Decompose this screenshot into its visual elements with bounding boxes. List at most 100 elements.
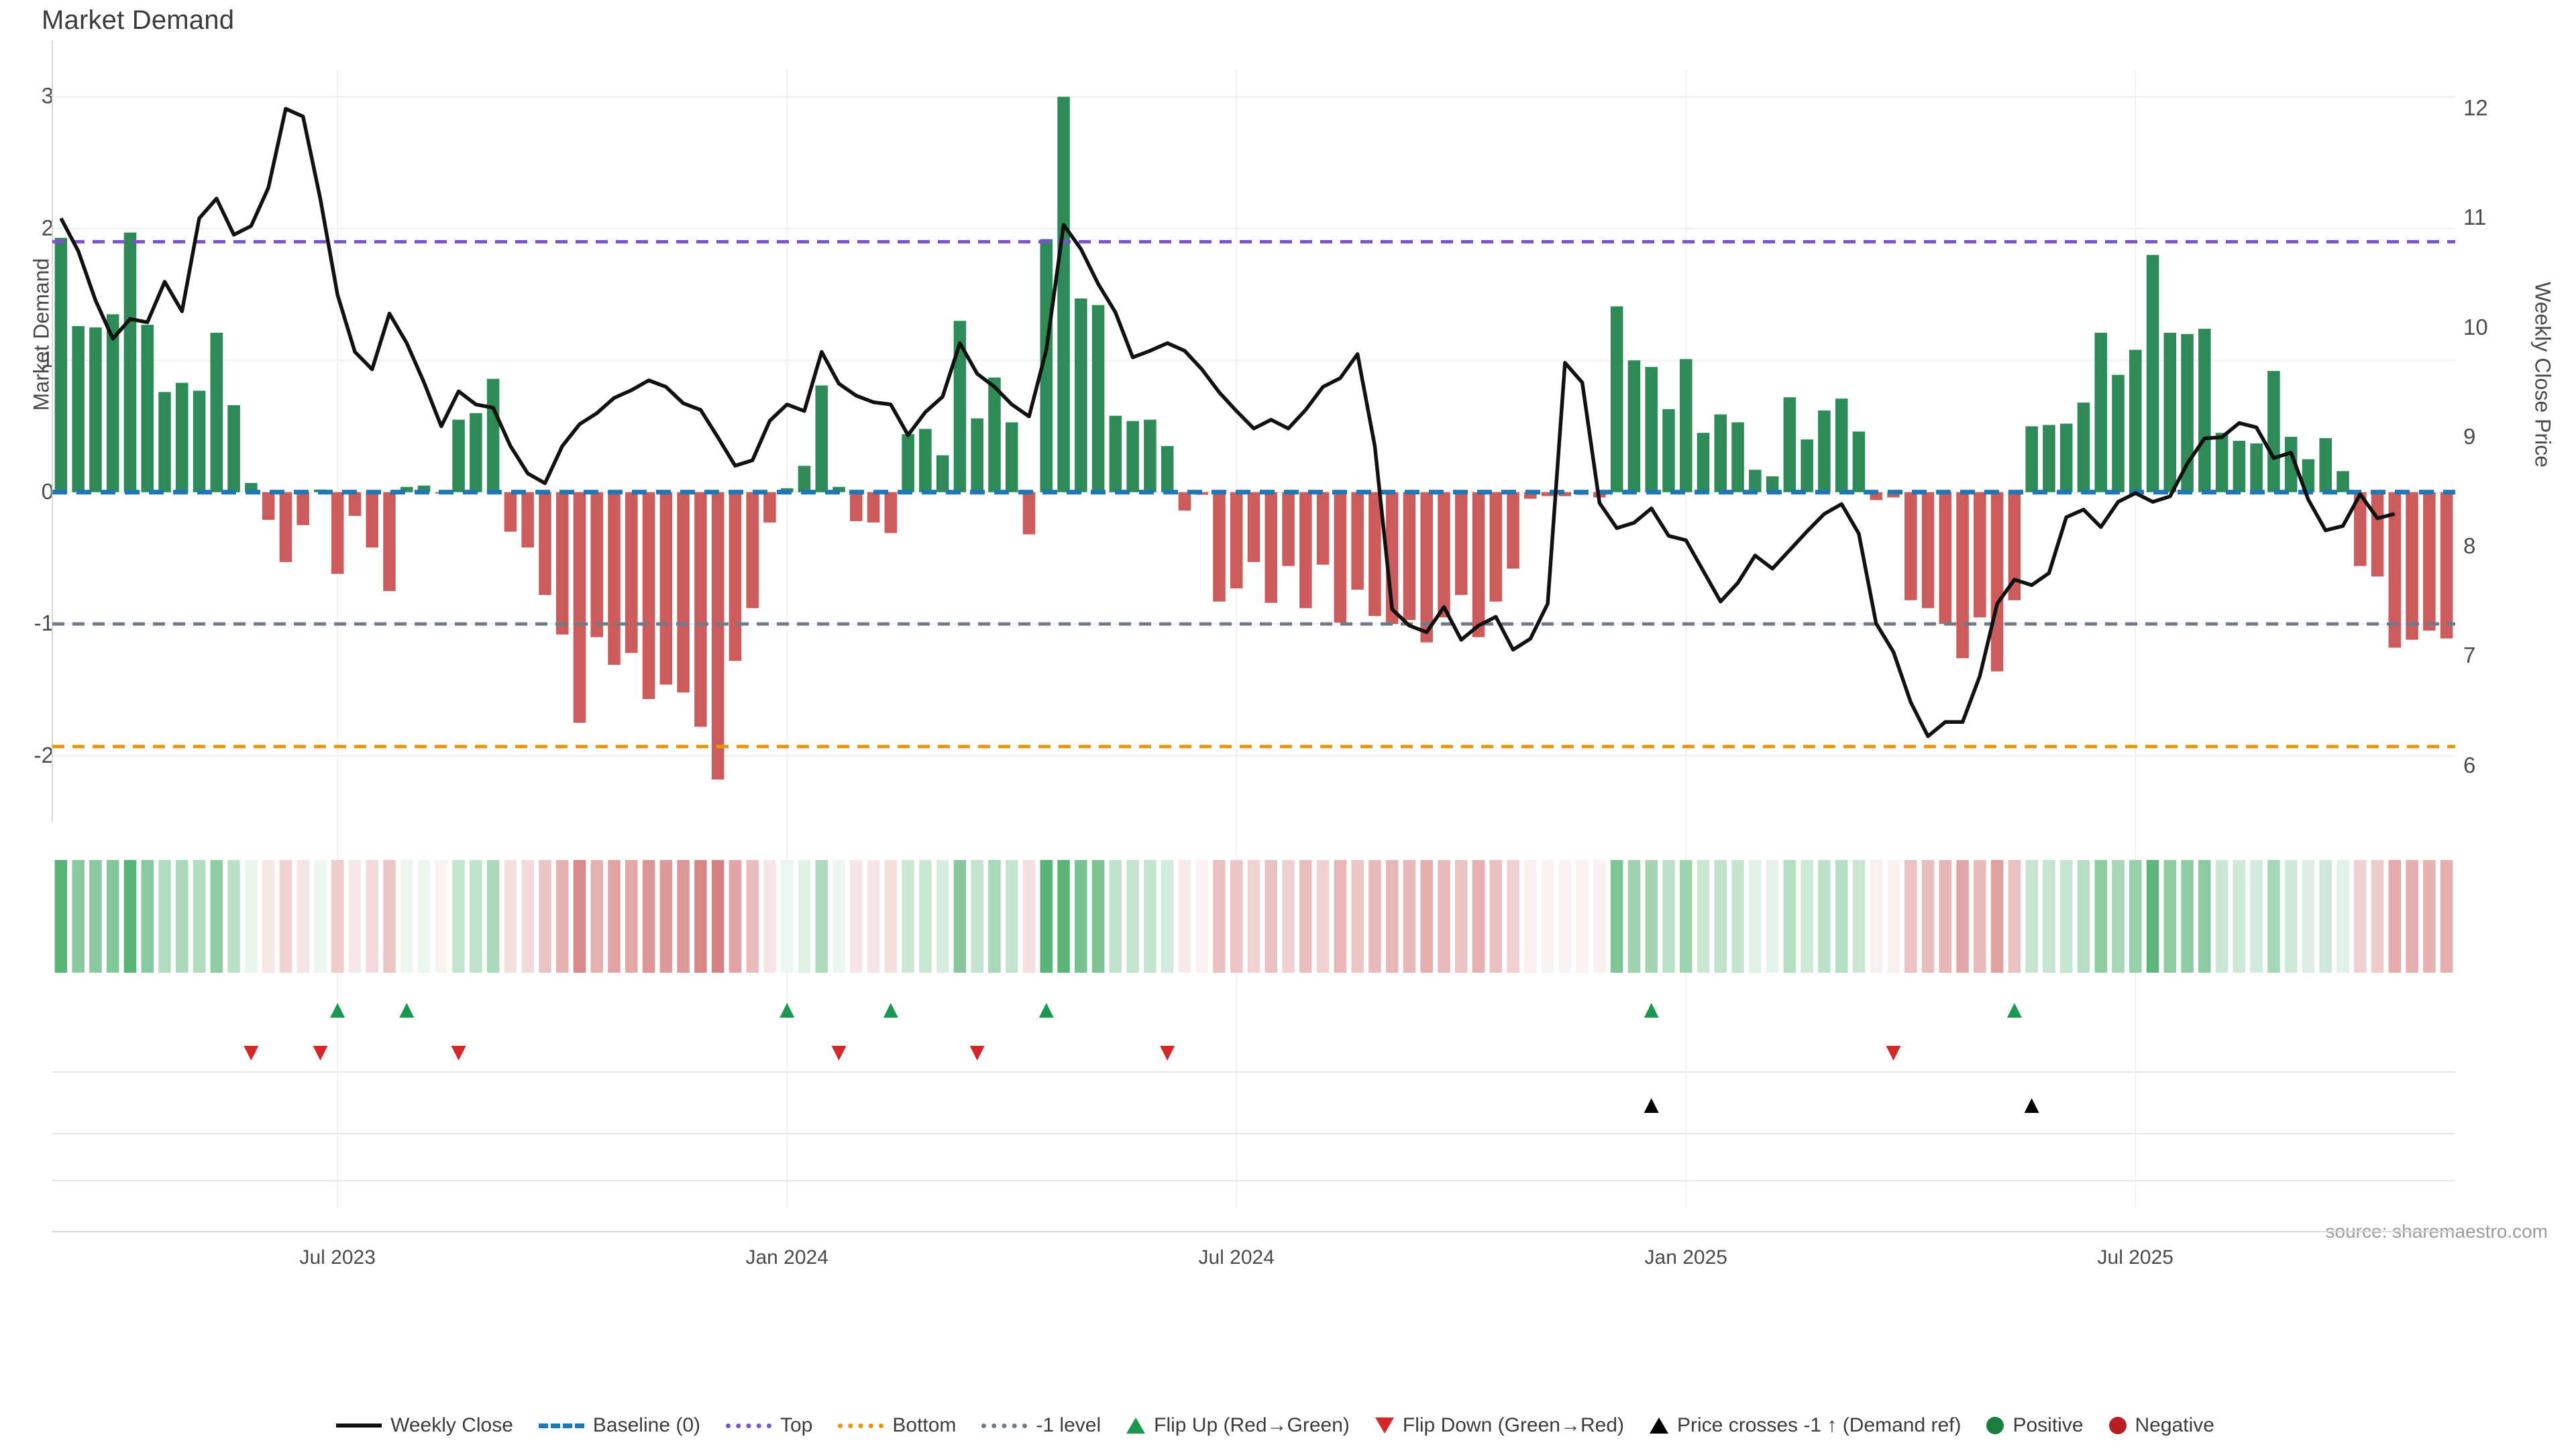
heatmap-cell (780, 860, 794, 973)
demand-bar (123, 232, 137, 492)
legend-item[interactable]: Bottom (838, 1414, 956, 1437)
demand-bar (1161, 445, 1174, 492)
heatmap-cell (2406, 860, 2418, 973)
heatmap-cell (2008, 860, 2021, 973)
heatmap-cell (279, 860, 292, 973)
heatmap-cell (504, 860, 517, 973)
demand-bar (2406, 492, 2418, 640)
legend-item[interactable]: Weekly Close (336, 1414, 513, 1437)
circle-green-icon (1986, 1417, 2004, 1434)
demand-bar (297, 492, 309, 525)
heatmap-cell (1679, 860, 1693, 973)
demand-bar (1956, 492, 1969, 659)
legend-item-label: Weekly Close (390, 1414, 513, 1436)
heatmap-cell (2077, 860, 2090, 973)
legend-item[interactable]: Negative (2108, 1414, 2214, 1437)
heatmap-cell (1282, 860, 1295, 973)
heatmap-cell (1697, 860, 1710, 973)
heatmap-cell (72, 860, 85, 973)
heatmap-cell (2112, 860, 2125, 973)
heatmap-cell (711, 860, 724, 973)
flip-up-marker (780, 1003, 795, 1018)
triangle-up-green-icon (1126, 1417, 1146, 1434)
demand-bar (1454, 492, 1468, 595)
heatmap-cell (590, 860, 604, 973)
heatmap-cell (1489, 860, 1503, 973)
legend-item-label: Baseline (0) (592, 1414, 700, 1436)
demand-bar (1420, 492, 1433, 643)
heatmap-cell (659, 860, 673, 973)
demand-bar (1126, 421, 1139, 492)
heatmap-cell (245, 860, 258, 973)
demand-bar (1109, 415, 1122, 492)
heatmap-cell (971, 860, 983, 973)
heatmap-cell (1507, 860, 1519, 973)
heatmap-cell (833, 860, 845, 973)
heatmap-cell (54, 860, 68, 973)
demand-bar (2025, 426, 2038, 492)
heatmap-cell (608, 860, 621, 973)
y-axis-left-tick: -1 (34, 610, 54, 636)
price-cross-marker (2024, 1098, 2039, 1113)
weekly-close-line (59, 107, 2396, 739)
demand-bar (2371, 492, 2384, 577)
heatmap-cell (1990, 860, 2004, 973)
demand-bar (279, 492, 292, 562)
demand-bar (642, 492, 655, 700)
demand-bar (659, 492, 673, 685)
demand-bar (677, 492, 690, 693)
legend-item[interactable]: Flip Up (Red→Green) (1126, 1414, 1350, 1437)
heatmap-cell (1126, 860, 1139, 973)
heatmap-cell (988, 860, 1001, 973)
legend-item[interactable]: Price crosses -1 ↑ (Demand ref) (1650, 1414, 1961, 1437)
flip-down-marker (831, 1046, 847, 1061)
demand-bar (227, 405, 240, 492)
heatmap-cell (1627, 860, 1641, 973)
y-axis-right-tick: 12 (2463, 95, 2488, 121)
demand-bar (2233, 441, 2246, 492)
demand-bar (2043, 425, 2055, 492)
demand-bar (1541, 492, 1554, 496)
heatmap-cell (1195, 860, 1208, 973)
legend-item[interactable]: -1 level (981, 1414, 1101, 1437)
heatmap-cell (1265, 860, 1278, 973)
legend-item[interactable]: Flip Down (Green→Red) (1375, 1414, 1624, 1437)
heatmap-cell (2043, 860, 2055, 973)
legend-item[interactable]: Baseline (0) (538, 1414, 700, 1437)
heatmap-cell (2371, 860, 2384, 973)
x-axis-tick: Jul 2023 (299, 1246, 376, 1269)
heatmap-cell (884, 860, 898, 973)
demand-bar (694, 492, 707, 727)
heatmap-cell (1731, 860, 1744, 973)
heatmap-cell (1662, 860, 1675, 973)
heatmap-cell (2025, 860, 2038, 973)
demand-bar (729, 492, 742, 661)
demand-bar (470, 413, 482, 492)
heatmap-cell (1593, 860, 1606, 973)
demand-bar (521, 492, 534, 548)
weekly-close-line-icon (336, 1424, 382, 1428)
heatmap-cell (555, 860, 569, 973)
heatmap-cell (953, 860, 967, 973)
demand-bar (988, 377, 1001, 492)
demand-bar (2337, 471, 2349, 492)
demand-bar (2388, 492, 2402, 648)
y-axis-right-tick: 11 (2463, 205, 2487, 230)
demand-bar (1299, 492, 1312, 608)
legend-item[interactable]: Top (726, 1414, 812, 1437)
demand-bar (625, 492, 638, 653)
heatmap-cell (763, 860, 776, 973)
chart-legend: Weekly Close Baseline (0) Top Bottom -1 leve… (0, 1414, 2576, 1437)
heatmap-cell (2319, 860, 2332, 973)
y-axis-right-tick: 8 (2463, 533, 2476, 559)
heatmap-cell (1576, 860, 1589, 973)
demand-bar (1731, 422, 1744, 492)
heatmap-cell (1247, 860, 1260, 973)
heatmap-cell (1921, 860, 1935, 973)
legend-item[interactable]: Positive (1986, 1414, 2084, 1437)
demand-bar (867, 492, 880, 523)
legend-item-label: Positive (2012, 1414, 2084, 1436)
heatmap-cell (2353, 860, 2367, 973)
legend-item-label: Negative (2135, 1414, 2214, 1436)
heatmap-cell (2181, 860, 2194, 973)
